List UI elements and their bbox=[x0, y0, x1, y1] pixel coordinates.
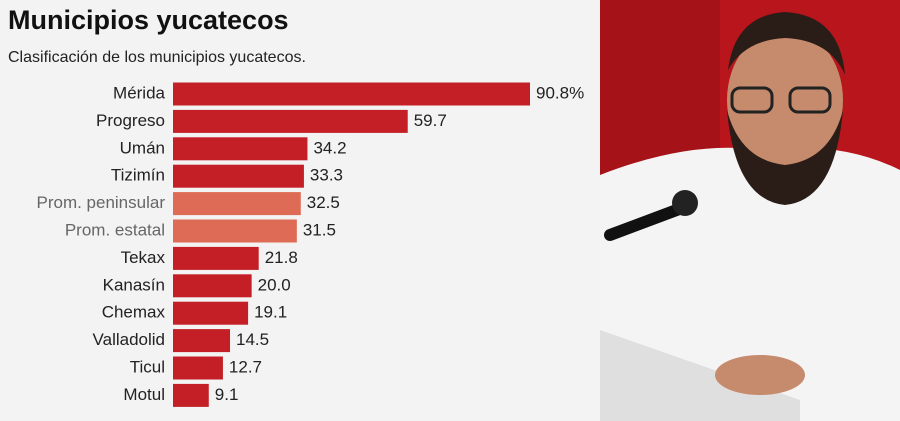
photo-face bbox=[727, 28, 843, 172]
photo-beard bbox=[727, 110, 843, 205]
bar bbox=[173, 383, 209, 407]
photo-hands bbox=[715, 355, 805, 395]
category-label: Chemax bbox=[102, 303, 166, 322]
value-label: 21.8 bbox=[265, 248, 298, 267]
chart-title: Municipios yucatecos bbox=[8, 5, 289, 35]
category-label: Umán bbox=[120, 138, 165, 157]
bar bbox=[173, 274, 252, 298]
value-label: 90.8% bbox=[536, 83, 584, 102]
value-label: 20.0 bbox=[258, 275, 291, 294]
category-label: Prom. estatal bbox=[65, 220, 165, 239]
bar bbox=[173, 109, 408, 133]
value-label: 34.2 bbox=[313, 138, 346, 157]
category-label: Tizimín bbox=[111, 166, 165, 185]
value-label: 33.3 bbox=[310, 166, 343, 185]
bar bbox=[173, 301, 249, 325]
bar bbox=[173, 192, 301, 216]
bar bbox=[173, 329, 231, 353]
category-label: Motul bbox=[123, 385, 165, 404]
photo-glasses-right bbox=[788, 86, 832, 114]
category-label: Mérida bbox=[113, 83, 166, 102]
value-label: 14.5 bbox=[236, 330, 269, 349]
photo-hair bbox=[728, 12, 845, 75]
photo-microphone-head bbox=[672, 190, 698, 216]
value-label: 59.7 bbox=[414, 111, 447, 130]
bar bbox=[173, 356, 223, 380]
value-label: 32.5 bbox=[307, 193, 340, 212]
bar bbox=[173, 82, 530, 106]
category-label: Prom. peninsular bbox=[36, 193, 165, 212]
category-label: Kanasín bbox=[103, 275, 165, 294]
bar bbox=[173, 246, 259, 270]
category-label: Progreso bbox=[96, 111, 165, 130]
value-label: 31.5 bbox=[303, 220, 336, 239]
category-label: Ticul bbox=[130, 357, 165, 376]
value-label: 12.7 bbox=[229, 357, 262, 376]
bar bbox=[173, 164, 304, 188]
bar bbox=[173, 219, 297, 243]
photo-lectern bbox=[600, 330, 800, 421]
bar bbox=[173, 137, 308, 161]
chart-subtitle: Clasificación de los municipios yucateco… bbox=[8, 49, 306, 66]
category-label: Valladolid bbox=[93, 330, 165, 349]
photo bbox=[600, 0, 900, 421]
value-label: 19.1 bbox=[254, 303, 287, 322]
category-label: Tekax bbox=[121, 248, 166, 267]
photo-glasses-left bbox=[730, 86, 774, 114]
value-label: 9.1 bbox=[215, 385, 239, 404]
